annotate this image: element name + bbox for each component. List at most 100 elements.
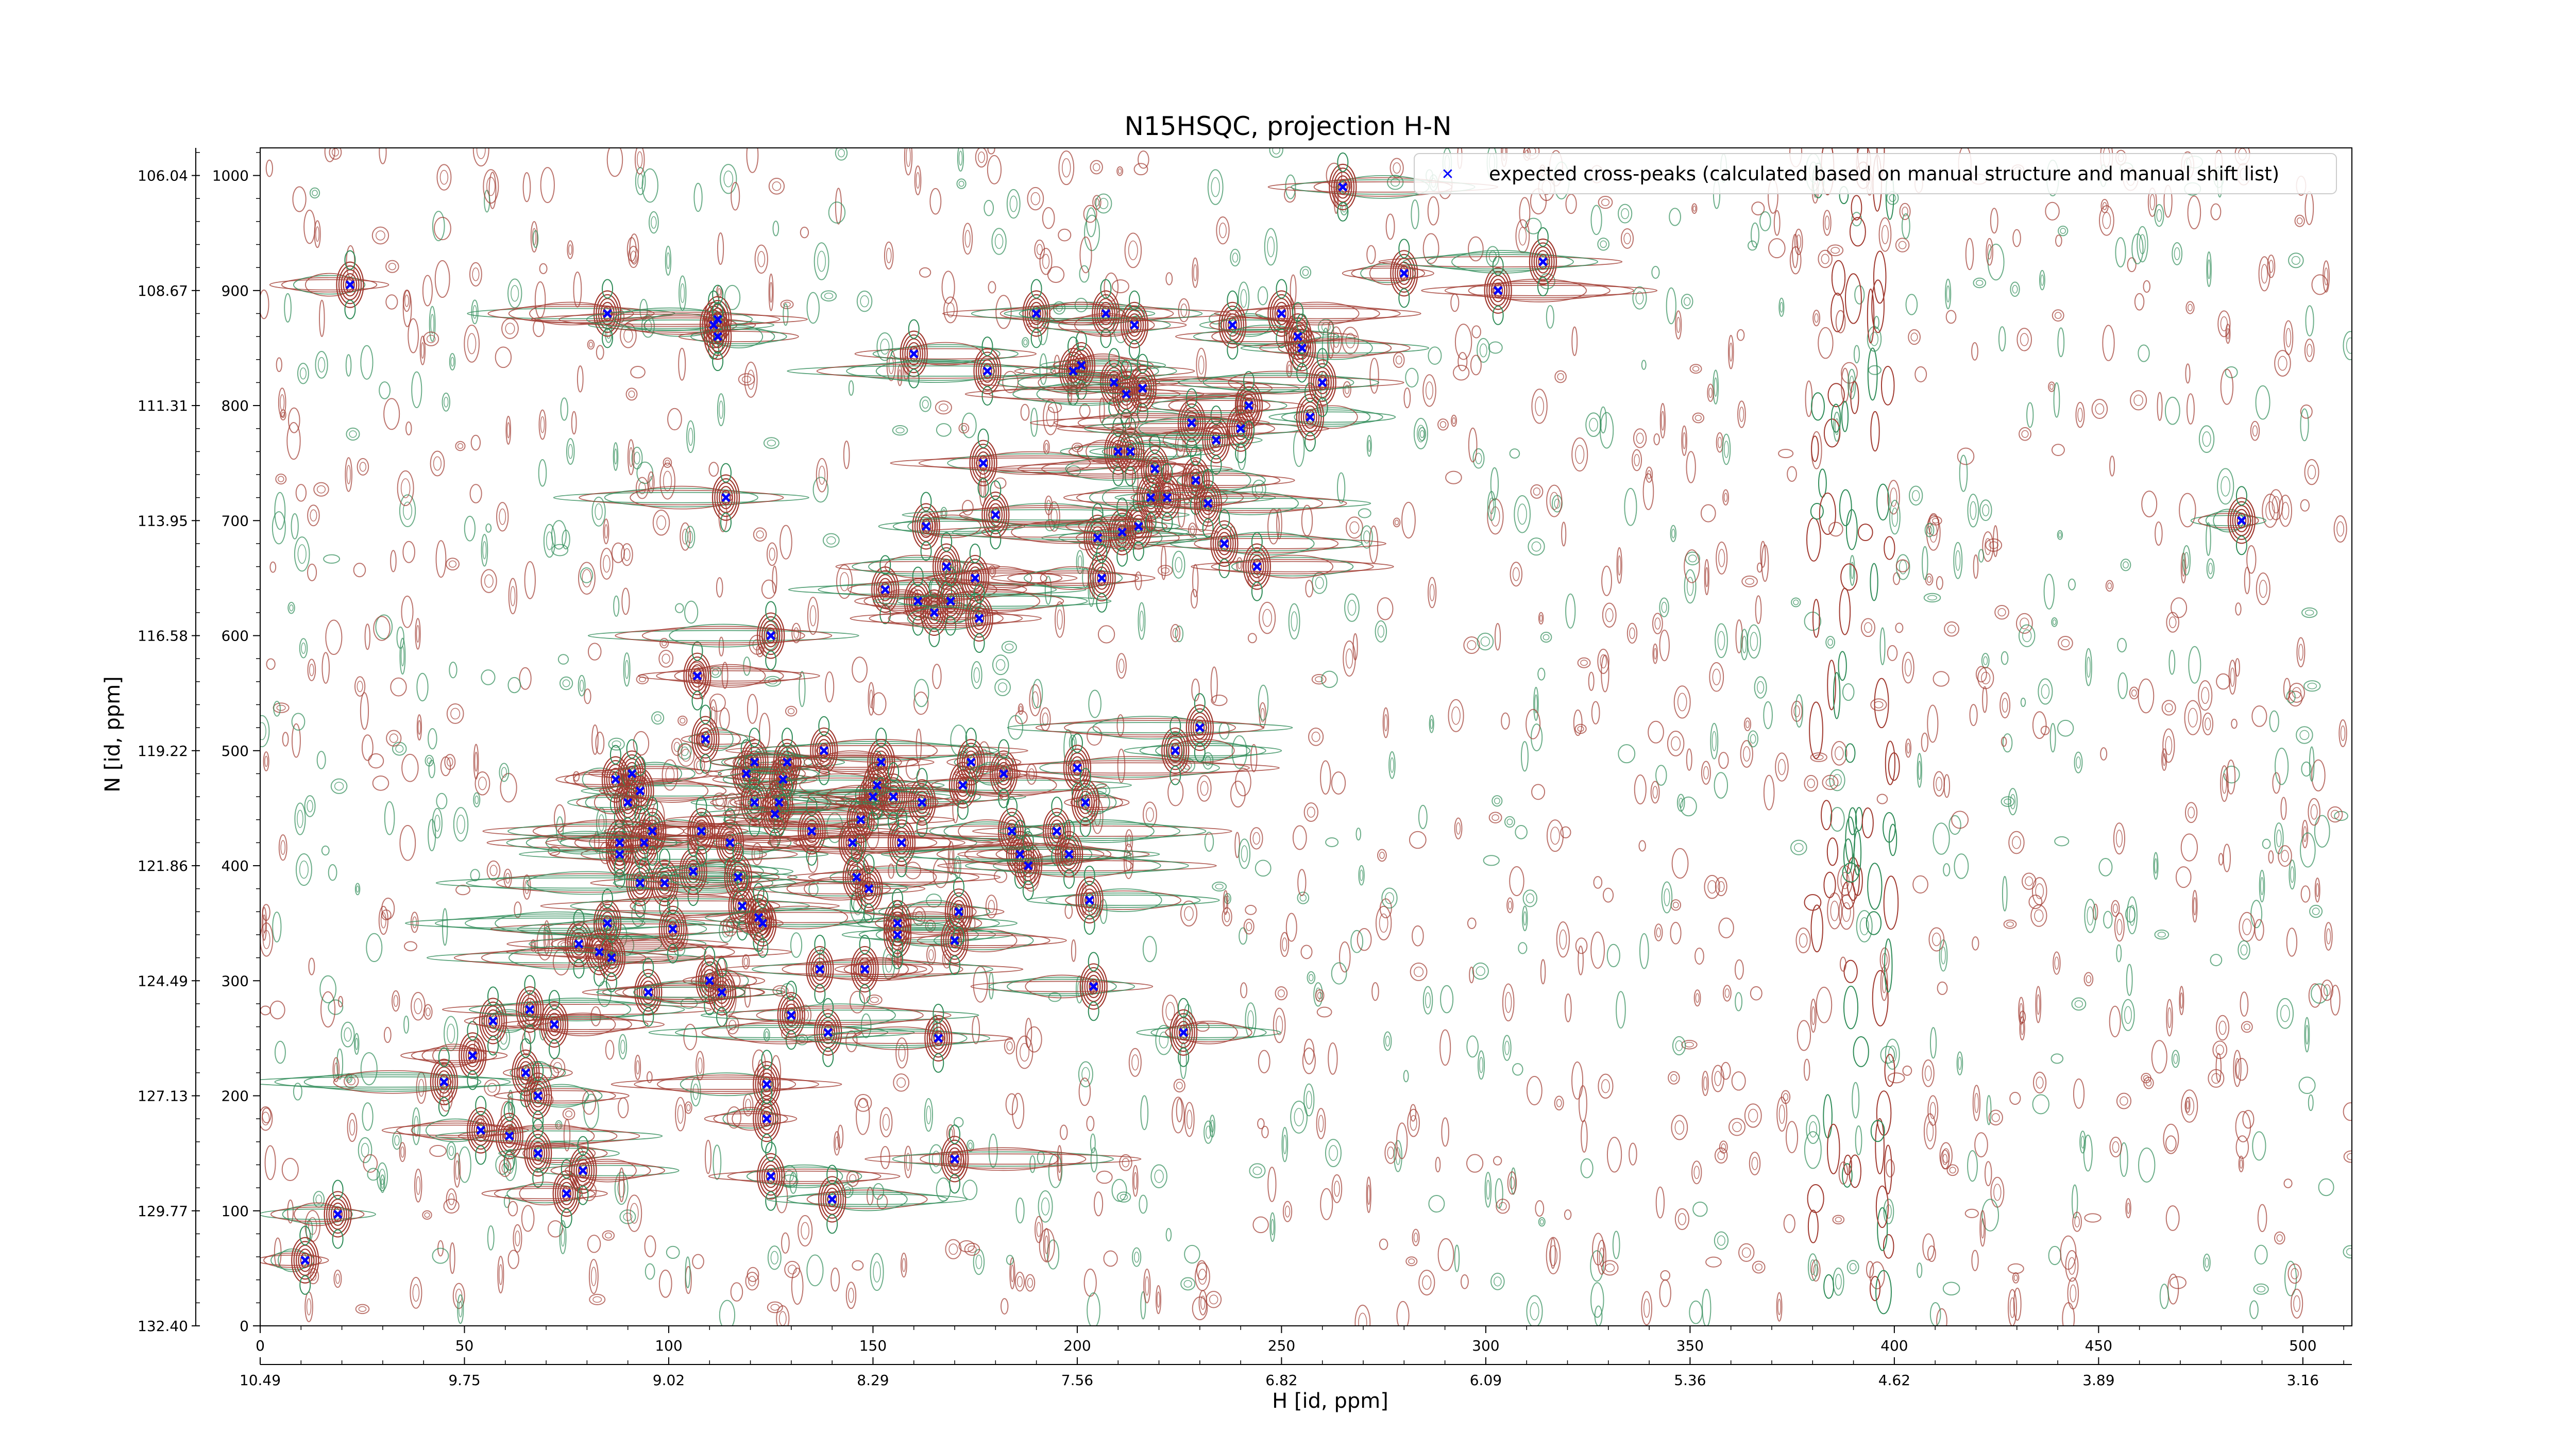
marker-stroke bbox=[1007, 827, 1016, 836]
noise-contour bbox=[1661, 411, 1665, 431]
noise-contour bbox=[1886, 1204, 1892, 1219]
noise-contour bbox=[1477, 1050, 1485, 1080]
noise-contour bbox=[1471, 325, 1481, 339]
noise-contour bbox=[377, 1162, 388, 1191]
ridge-contour bbox=[1849, 217, 1866, 247]
peak-lobe bbox=[981, 336, 993, 357]
peak-ring bbox=[1125, 444, 1136, 460]
plot-frame bbox=[260, 147, 2352, 1326]
noise-contour bbox=[1055, 601, 1065, 638]
noise-contour bbox=[1670, 899, 1682, 911]
peak-ring bbox=[851, 946, 879, 993]
noise-contour bbox=[1190, 588, 1198, 609]
y-ppm-tick-label: 106.04 bbox=[138, 167, 188, 184]
peak-lobe bbox=[949, 955, 961, 975]
noise-contour bbox=[1040, 707, 1051, 731]
noise-contour bbox=[2235, 1135, 2249, 1159]
noise-contour bbox=[1363, 530, 1370, 544]
noise-contour bbox=[1711, 731, 1717, 751]
noise-contour bbox=[1891, 507, 1899, 527]
cross-peak-marker bbox=[1228, 321, 1238, 330]
noise-contour bbox=[1926, 526, 1933, 534]
noise-contour bbox=[503, 1149, 517, 1181]
noise-contour bbox=[1255, 860, 1272, 877]
noise-contour bbox=[1971, 1250, 1979, 1271]
noise-contour bbox=[1722, 985, 1732, 1002]
peak-ring bbox=[1024, 294, 1048, 333]
noise-contour bbox=[2330, 810, 2340, 819]
peak-ring bbox=[562, 1186, 572, 1202]
peak-ring bbox=[764, 1165, 778, 1188]
peak-lobe bbox=[818, 716, 830, 736]
streak-contour bbox=[1194, 534, 1339, 553]
streak-contour bbox=[641, 626, 805, 646]
noise-contour bbox=[1192, 1296, 1208, 1321]
peak-ring bbox=[486, 1009, 500, 1033]
streak-contour bbox=[544, 919, 707, 939]
streak-contour bbox=[466, 875, 709, 891]
noise-contour bbox=[816, 458, 828, 493]
streak-contour bbox=[1165, 1022, 1252, 1042]
ridge-contour bbox=[1843, 959, 1858, 983]
peak-lobe bbox=[503, 1101, 515, 1121]
y-index-tick-label: 900 bbox=[222, 282, 249, 299]
noise-contour bbox=[478, 777, 487, 790]
streak-contour bbox=[587, 630, 859, 642]
noise-contour bbox=[984, 199, 994, 216]
marker-stroke bbox=[942, 562, 951, 571]
noise-contour bbox=[275, 474, 287, 485]
noise-contour bbox=[947, 841, 955, 875]
noise-contour bbox=[1821, 254, 1829, 264]
noise-contour bbox=[1396, 1122, 1408, 1159]
noise-contour bbox=[1591, 701, 1600, 724]
noise-contour bbox=[1659, 597, 1669, 617]
marker-stroke bbox=[1084, 896, 1094, 905]
noise-contour bbox=[2102, 202, 2107, 210]
noise-contour bbox=[1616, 547, 1622, 584]
noise-contour bbox=[932, 1151, 941, 1167]
cross-peak-marker bbox=[774, 798, 784, 807]
streak-contour bbox=[1211, 327, 1321, 347]
noise-contour bbox=[358, 1306, 367, 1312]
noise-contour bbox=[807, 597, 819, 635]
noise-contour bbox=[1571, 326, 1578, 356]
noise-contour bbox=[1661, 881, 1673, 914]
noise-contour bbox=[1454, 1244, 1460, 1272]
noise-contour bbox=[1671, 528, 1675, 538]
streak-contour bbox=[510, 1145, 608, 1161]
noise-contour bbox=[2020, 617, 2029, 630]
marker-stroke bbox=[1101, 309, 1111, 318]
noise-contour bbox=[1959, 454, 1968, 492]
peak-ring bbox=[711, 474, 740, 521]
noise-contour bbox=[1422, 986, 1433, 1015]
noise-contour bbox=[291, 713, 306, 731]
noise-contour bbox=[1776, 1292, 1783, 1322]
noise-contour bbox=[686, 1104, 691, 1111]
noise-contour bbox=[2292, 687, 2301, 699]
noise-contour bbox=[1316, 1006, 1332, 1018]
peak-ring bbox=[696, 823, 706, 839]
noise-contour bbox=[1198, 1269, 1207, 1285]
ridge-contour bbox=[1811, 392, 1825, 421]
noise-contour bbox=[1079, 403, 1091, 418]
cross-peak-marker bbox=[1031, 309, 1041, 318]
noise-contour bbox=[2013, 1274, 2018, 1282]
noise-contour bbox=[2205, 1257, 2209, 1268]
noise-contour bbox=[1853, 345, 1860, 364]
peak-ring bbox=[330, 1202, 345, 1226]
noise-contour bbox=[1933, 771, 1945, 797]
noise-contour bbox=[2274, 350, 2291, 377]
noise-contour bbox=[1670, 525, 1677, 543]
noise-contour bbox=[261, 907, 267, 941]
peak-lobe bbox=[916, 817, 928, 837]
noise-contour bbox=[592, 1296, 602, 1303]
marker-stroke bbox=[668, 924, 677, 934]
noise-contour bbox=[1428, 1195, 1445, 1213]
streak-contour bbox=[519, 1182, 570, 1206]
noise-contour bbox=[2058, 636, 2073, 651]
noise-contour bbox=[1965, 238, 1974, 271]
cross-peak-marker bbox=[1244, 401, 1253, 410]
peak-lobe bbox=[667, 943, 679, 964]
noise-contour bbox=[1346, 516, 1363, 539]
ridge-contour bbox=[1843, 838, 1853, 874]
